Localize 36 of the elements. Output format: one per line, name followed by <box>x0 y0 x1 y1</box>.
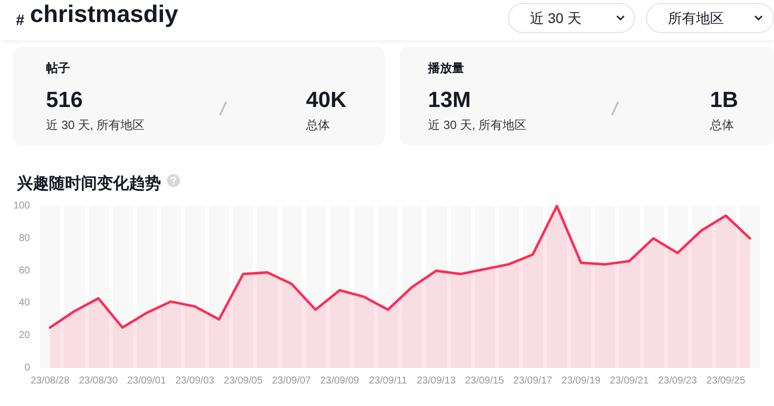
x-tick-label: 23/09/13 <box>416 376 456 386</box>
x-tick-label: 23/09/05 <box>224 376 264 386</box>
x-tick-label: 23/08/28 <box>30 376 70 386</box>
y-tick-label: 100 <box>13 200 30 212</box>
x-tick-label: 23/09/01 <box>127 376 166 386</box>
x-tick-label: 23/09/15 <box>465 376 504 386</box>
text: 帖子 <box>46 60 70 77</box>
y-tick-label: 80 <box>18 232 30 244</box>
x-tick-label: 23/09/17 <box>513 376 553 386</box>
text: 516 <box>46 87 83 113</box>
y-tick-label: 60 <box>18 265 30 276</box>
text: 所有地区 <box>668 10 724 28</box>
text: # <box>16 12 24 29</box>
text: 近 30 天 <box>530 10 582 28</box>
x-tick-label: 23/09/19 <box>562 376 601 386</box>
x-tick-label: 23/09/09 <box>320 376 360 386</box>
x-tick-label: 23/09/03 <box>175 376 215 386</box>
chart-title: 兴趣随时间变化趋势 <box>16 174 161 192</box>
x-tick-label: 23/08/30 <box>78 376 118 386</box>
text: 40K <box>306 87 346 113</box>
x-tick-label: 23/09/07 <box>272 376 312 386</box>
text: 播放量 <box>428 60 464 77</box>
text: 近 30 天, 所有地区 <box>428 117 527 134</box>
y-tick-label: 40 <box>18 298 30 309</box>
text: christmasdiy <box>30 1 178 29</box>
x-tick-label: 23/09/11 <box>368 376 408 386</box>
x-tick-label: 23/09/23 <box>658 376 698 386</box>
text: 总体 <box>710 117 734 134</box>
text: 近 30 天, 所有地区 <box>46 117 145 134</box>
y-tick-label: 20 <box>18 330 30 342</box>
text: 1B <box>710 87 738 113</box>
text: 13M <box>428 87 471 113</box>
y-tick-label: 0 <box>24 362 30 374</box>
text: 总体 <box>306 117 330 134</box>
x-tick-label: 23/09/25 <box>706 376 746 386</box>
x-tick-label: 23/09/21 <box>610 376 650 386</box>
